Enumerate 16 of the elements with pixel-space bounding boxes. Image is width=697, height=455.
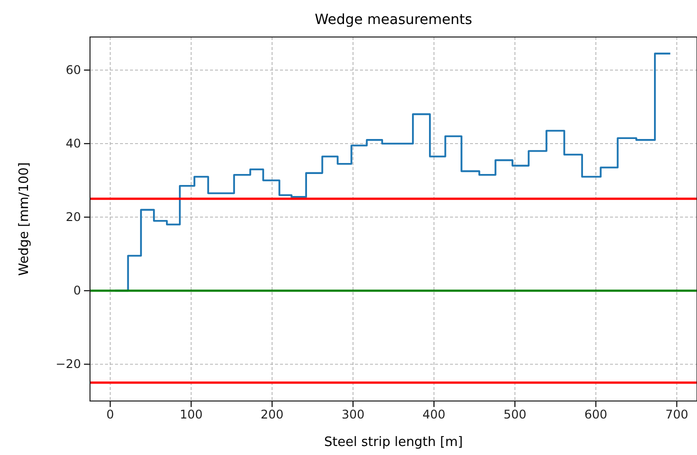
x-tick-label: 500 (503, 408, 526, 422)
x-tick-label: 100 (180, 408, 203, 422)
y-tick-label: 20 (66, 210, 81, 224)
x-tick-label: 0 (106, 408, 114, 422)
chart-title: Wedge measurements (314, 12, 472, 28)
y-tick-label: 60 (66, 62, 81, 77)
x-tick-label: 700 (665, 408, 688, 422)
x-tick-label: 300 (342, 408, 364, 422)
y-tick-label: 40 (66, 136, 81, 150)
x-tick-label: 400 (422, 408, 446, 422)
x-tick-label: 600 (584, 408, 608, 422)
x-axis-title: Steel strip length [m] (324, 435, 463, 450)
y-tick-label: −20 (56, 357, 81, 372)
x-tick-label: 200 (260, 408, 284, 422)
y-tick-label: 0 (73, 284, 81, 298)
y-axis-title: Wedge [mm/100] (17, 162, 32, 276)
